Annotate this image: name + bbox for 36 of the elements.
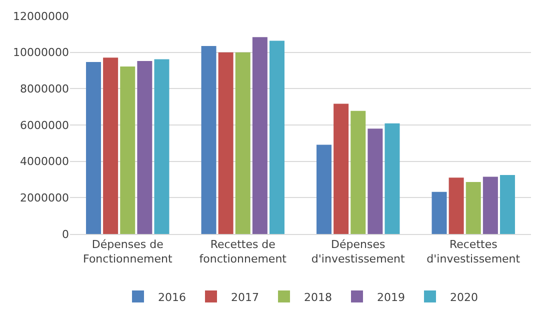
- bar: [482, 176, 498, 234]
- bar: [154, 59, 170, 234]
- bar: [466, 182, 481, 234]
- legend-label: 2020: [450, 290, 478, 304]
- y-tick-label: 0: [62, 228, 69, 241]
- legend-label: 2016: [158, 290, 186, 304]
- x-tick-label: Recettes de fonctionnement: [199, 238, 288, 266]
- bar: [235, 52, 250, 234]
- bar: [269, 40, 284, 234]
- bar: [384, 123, 400, 234]
- bar: [368, 128, 383, 234]
- bar: [316, 144, 332, 234]
- legend-label: 2017: [231, 290, 259, 304]
- bar: [500, 174, 515, 234]
- x-tick-label: Recettes d'investissement: [426, 238, 521, 266]
- y-tick-label: 4000000: [20, 155, 69, 168]
- bar: [334, 104, 349, 234]
- y-tick-label: 12000000: [13, 10, 69, 23]
- y-tick-label: 8000000: [20, 82, 69, 96]
- bar: [432, 192, 447, 234]
- bar: [137, 61, 152, 234]
- bar: [86, 62, 102, 234]
- legend-label: 2019: [377, 290, 405, 304]
- bar: [120, 66, 136, 234]
- bar: [350, 110, 366, 234]
- bar: [252, 37, 268, 234]
- x-tick-label: Dépenses d'investissement: [311, 238, 406, 266]
- y-tick-label: 10000000: [13, 46, 69, 60]
- y-tick-label: 6000000: [20, 118, 69, 132]
- bar: [201, 46, 216, 234]
- legend-label: 2018: [304, 290, 332, 304]
- bar: [218, 52, 234, 234]
- bar: [103, 58, 118, 234]
- x-tick-label: Dépenses de Fonctionnement: [82, 238, 173, 266]
- y-tick-label: 2000000: [20, 192, 69, 205]
- bar: [448, 178, 464, 234]
